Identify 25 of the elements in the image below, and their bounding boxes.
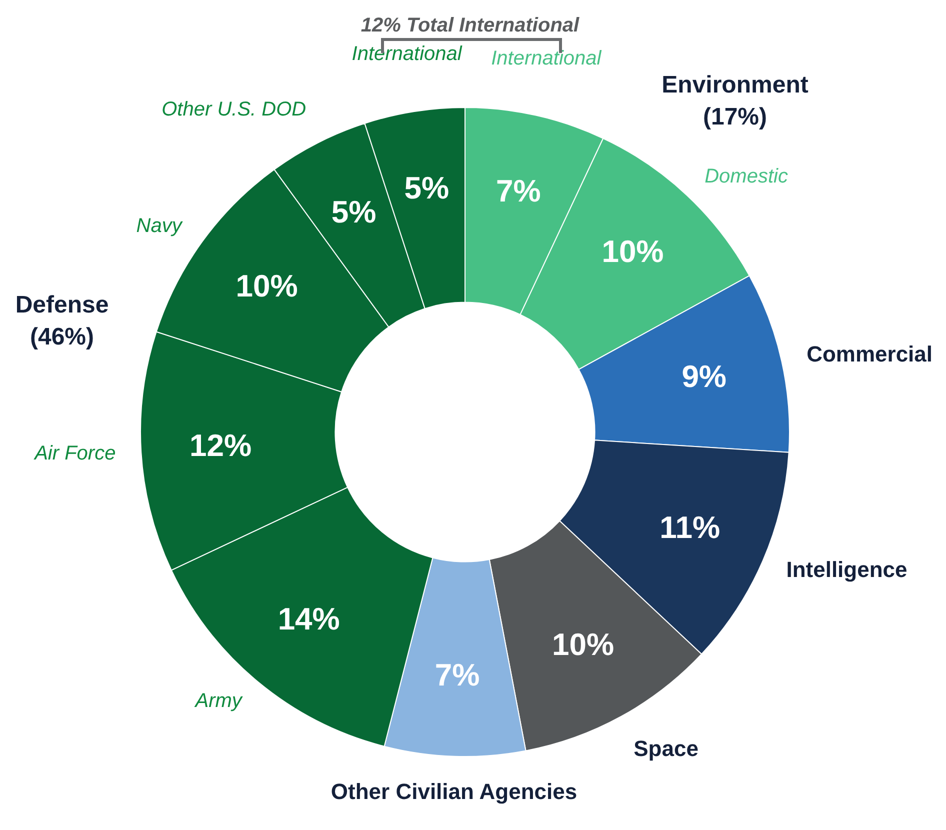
slice-label: Other U.S. DOD (162, 98, 306, 121)
data-label: 10% (552, 627, 614, 662)
data-label: 10% (236, 268, 298, 304)
slice-label: Commercial (806, 342, 933, 367)
data-label: 9% (682, 359, 727, 394)
text: Defense (46%) (15, 292, 109, 351)
data-label: 7% (496, 173, 541, 208)
slice-label: Intelligence (786, 557, 908, 582)
data-label: 5% (331, 194, 376, 230)
slice-label: Air Force (34, 442, 116, 465)
data-label: 5% (404, 170, 450, 206)
data-label: 14% (278, 601, 340, 636)
text: Environment (17%) (662, 72, 808, 131)
data-label: 12% (189, 428, 252, 463)
data-label: 11% (660, 510, 720, 545)
slice-label: Other Civilian Agencies (330, 778, 578, 804)
slice-label: Domestic (704, 165, 788, 188)
slice-label: International (491, 48, 602, 70)
text: 12% Total International (360, 14, 580, 37)
slice-label: Space (634, 736, 698, 761)
slice-label: Navy (136, 214, 183, 237)
data-label: 7% (434, 657, 480, 692)
slice-label: Army (194, 690, 243, 712)
data-label: 10% (602, 234, 664, 269)
slice-label: International (352, 43, 462, 66)
